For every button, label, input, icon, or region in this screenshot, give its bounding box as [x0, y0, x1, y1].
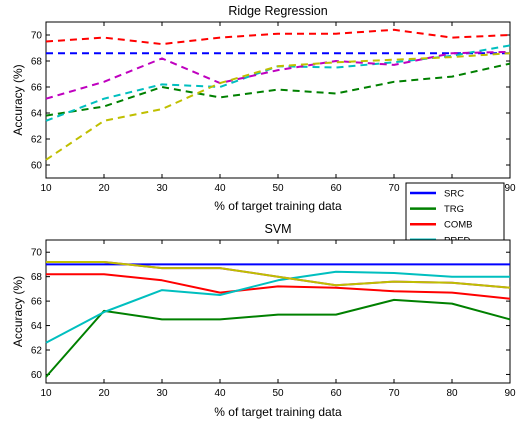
x-tick-label: 30: [156, 183, 168, 194]
chart-panel-1: 102030405060708090606264666870Ridge Regr…: [11, 4, 516, 283]
x-tick-label: 60: [330, 183, 342, 194]
x-tick-label: 50: [272, 388, 284, 399]
legend-label-trg: TRG: [444, 204, 464, 215]
x-tick-label: 70: [388, 183, 400, 194]
chart-title: Ridge Regression: [228, 4, 327, 18]
x-tick-label: 60: [330, 388, 342, 399]
y-tick-label: 64: [31, 109, 43, 120]
x-tick-label: 10: [40, 388, 52, 399]
x-tick-label: 30: [156, 388, 168, 399]
y-tick-label: 62: [31, 135, 43, 146]
x-tick-label: 90: [504, 388, 516, 399]
x-axis-label: % of target training data: [214, 199, 342, 213]
legend-label-comb: COMB: [444, 220, 473, 231]
y-tick-label: 62: [31, 346, 43, 357]
y-tick-label: 70: [31, 31, 43, 42]
x-tick-label: 80: [446, 388, 458, 399]
plot-area: [45, 21, 511, 179]
x-tick-label: 40: [214, 388, 226, 399]
plot-area: [45, 239, 511, 384]
y-tick-label: 66: [31, 83, 43, 94]
x-tick-label: 20: [98, 388, 110, 399]
series-line-fuse: [45, 50, 511, 100]
y-tick-label: 64: [31, 321, 43, 332]
y-tick-label: 68: [31, 272, 43, 283]
series-line-trg: [45, 298, 511, 378]
y-tick-label: 60: [31, 161, 43, 172]
series-line-comb: [45, 28, 511, 46]
x-tick-label: 90: [504, 183, 516, 194]
x-axis-label: % of target training data: [214, 405, 342, 419]
x-tick-label: 40: [214, 183, 226, 194]
x-tick-label: 50: [272, 183, 284, 194]
series-line-comb: [46, 273, 511, 300]
series-line-augm: [45, 52, 511, 161]
series-line-pred: [45, 270, 510, 344]
y-tick-label: 60: [31, 370, 43, 381]
chart-title: SVM: [264, 222, 291, 236]
y-tick-label: 68: [31, 57, 43, 68]
x-tick-label: 20: [98, 183, 110, 194]
y-tick-label: 70: [31, 248, 43, 259]
series-line-augm: [46, 261, 511, 289]
x-tick-label: 70: [388, 388, 400, 399]
y-axis-label: Accuracy (%): [11, 276, 25, 347]
chart-panel-2: 10 20 30 40 50 60 70 80 90 60 62 64 66 68 70 SVM % of ta…: [11, 222, 516, 419]
x-tick-label: 10: [40, 183, 52, 194]
y-tick-label: 66: [31, 297, 43, 308]
legend-label-src: SRC: [444, 189, 464, 200]
y-axis-label: Accuracy (%): [11, 64, 25, 135]
